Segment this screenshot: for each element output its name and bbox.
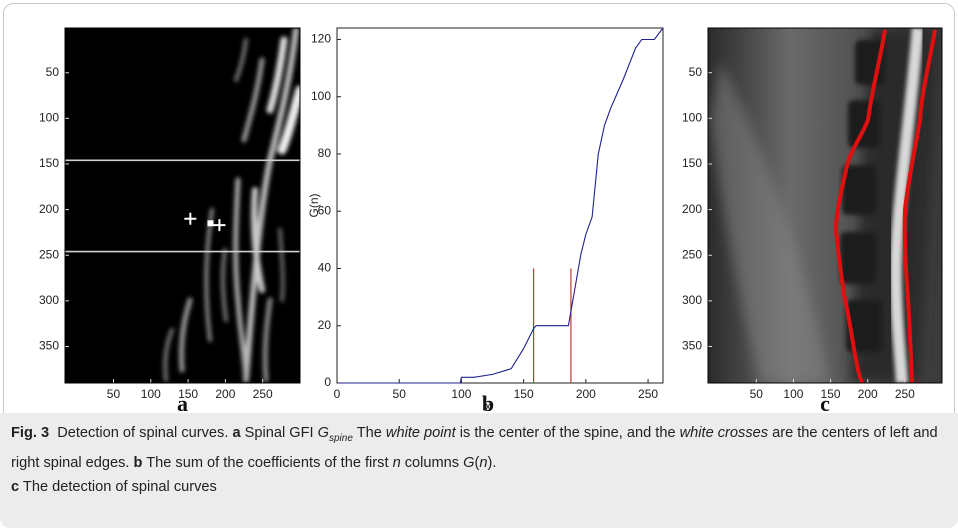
caption-label: Fig. 3 <box>11 425 50 441</box>
panel-label: c <box>820 391 830 416</box>
axes-frame <box>707 27 943 384</box>
x-tick-label: 50 <box>107 387 121 401</box>
x-tick-label: 100 <box>451 387 471 401</box>
caption-panel: b <box>133 454 143 471</box>
y-axis-label: G(n) <box>307 193 321 217</box>
y-tick-label: 80 <box>318 146 332 160</box>
caption-text: ( <box>474 454 480 471</box>
x-tick-label: 250 <box>638 387 658 401</box>
x-tick-label: 50 <box>750 387 764 401</box>
edge-cross <box>184 212 197 225</box>
y-tick-label: 120 <box>311 32 331 46</box>
panel-label: a <box>177 391 188 416</box>
x-tick-label: 0 <box>334 387 341 401</box>
x-tick-label: 250 <box>253 387 273 401</box>
caption-symbol: G <box>463 454 475 471</box>
x-tick-label: 100 <box>783 387 803 401</box>
y-tick-label: 100 <box>311 89 331 103</box>
x-axis-label: x <box>485 399 491 413</box>
caption-text: are the centers of left and right spinal… <box>11 425 938 471</box>
y-tick-label: 300 <box>39 293 59 307</box>
caption-emphasis: white point <box>385 425 456 441</box>
caption-subscript: spine <box>329 432 353 444</box>
caption: Fig. 3 Detection of spinal curves. a Spi… <box>0 413 958 528</box>
y-tick-label: 40 <box>318 261 332 275</box>
x-tick-label: 200 <box>215 387 235 401</box>
caption-text: The sum of the coefficients of the first <box>146 454 389 471</box>
caption-text: is the center of the spine, and the <box>459 425 676 441</box>
y-tick-label: 250 <box>39 247 59 261</box>
gfi-image <box>65 28 300 383</box>
x-tick-label: 150 <box>178 387 198 401</box>
edge-cross <box>213 219 226 232</box>
caption-text: columns <box>404 454 460 471</box>
mri-image <box>708 28 942 383</box>
caption-panel: a <box>232 425 241 441</box>
y-tick-label: 250 <box>682 247 702 261</box>
caption-symbol: n <box>392 454 401 471</box>
y-tick-label: 200 <box>39 202 59 216</box>
caption-text: The <box>356 425 382 441</box>
y-tick-label: 0 <box>324 375 331 389</box>
x-tick-label: 150 <box>821 387 841 401</box>
y-tick-label: 300 <box>682 293 702 307</box>
center-point <box>207 220 214 227</box>
y-tick-label: 350 <box>39 339 59 353</box>
x-tick-label: 250 <box>895 387 915 401</box>
y-tick-label: 50 <box>46 65 60 79</box>
y-tick-label: 350 <box>682 339 702 353</box>
caption-symbol: n <box>479 454 488 471</box>
x-tick-label: 100 <box>141 387 161 401</box>
x-tick-label: 50 <box>393 387 407 401</box>
x-tick-label: 200 <box>576 387 596 401</box>
y-tick-label: 150 <box>39 156 59 170</box>
caption-symbol: G <box>317 425 329 441</box>
caption-text: Spinal GFI <box>244 425 314 441</box>
y-tick-label: 50 <box>689 65 703 79</box>
x-tick-label: 200 <box>858 387 878 401</box>
x-tick-label: 150 <box>514 387 534 401</box>
caption-panel: c <box>11 478 20 495</box>
y-tick-label: 60 <box>318 203 332 217</box>
y-tick-label: 20 <box>318 318 332 332</box>
y-tick-label: 100 <box>39 111 59 125</box>
panel-label: b <box>482 391 494 416</box>
axes-frame <box>336 27 664 384</box>
data-line <box>338 27 664 384</box>
caption-emphasis: white crosses <box>679 425 769 441</box>
y-tick-label: 200 <box>682 202 702 216</box>
caption-text: The detection of spinal curves <box>22 478 217 495</box>
caption-text: Detection of spinal curves. <box>57 425 229 441</box>
y-tick-label: 150 <box>682 156 702 170</box>
y-tick-label: 100 <box>682 111 702 125</box>
caption-text: ). <box>487 454 497 471</box>
axes-frame <box>64 27 301 384</box>
